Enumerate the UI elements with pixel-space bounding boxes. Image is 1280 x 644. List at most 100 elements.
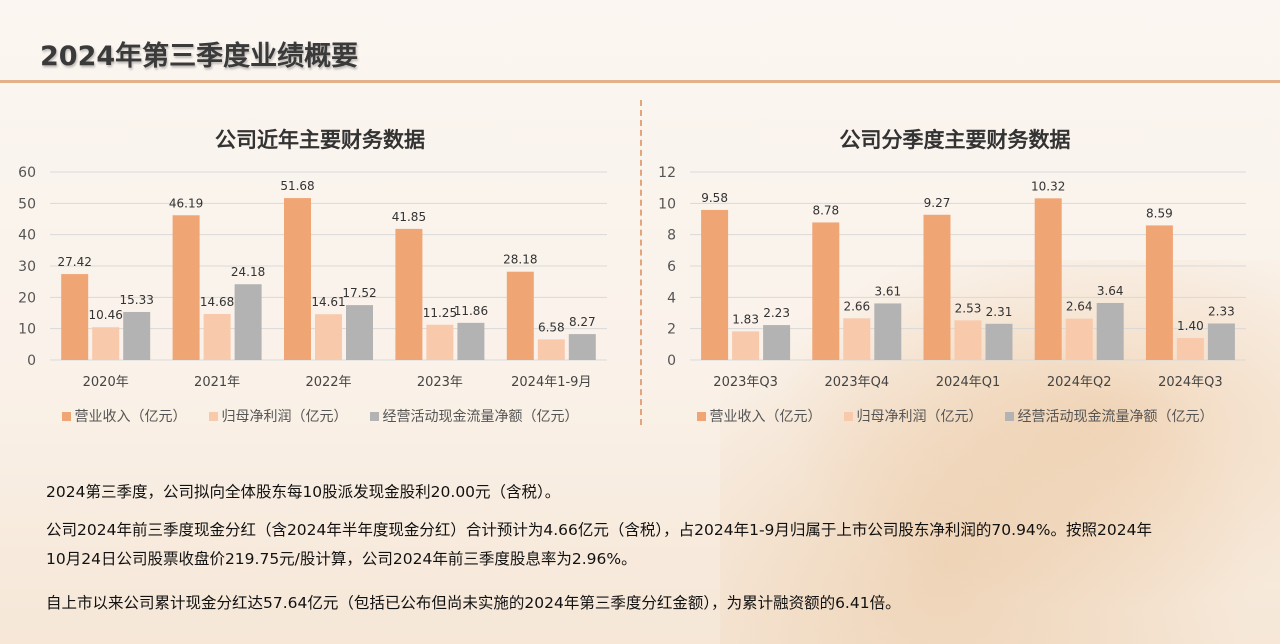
bar <box>1207 323 1235 360</box>
data-label: 10.32 <box>1031 179 1065 193</box>
legend-swatch-cashflow <box>1004 411 1014 421</box>
legend-label: 营业收入（亿元） <box>74 409 187 425</box>
dividend-paragraph: 2024第三季度，公司拟向全体股东每10股派发现金股利20.00元（含税）。 <box>46 483 561 501</box>
y-tick-label: 50 <box>18 196 36 212</box>
data-label: 2.23 <box>763 306 790 320</box>
chart-legend: 营业收入（亿元） 归母净利润（亿元） 经营活动现金流量净额（亿元） <box>10 406 630 426</box>
bar <box>457 322 485 360</box>
x-tick-label: 2024年1-9月 <box>511 375 591 390</box>
bar <box>172 215 200 360</box>
chart-legend: 营业收入（亿元） 归母净利润（亿元） 经营活动现金流量净额（亿元） <box>650 406 1260 426</box>
data-label: 9.27 <box>924 196 951 210</box>
data-label: 8.78 <box>812 203 839 217</box>
y-tick-label: 8 <box>667 228 676 244</box>
x-tick-label: 2024年Q2 <box>1047 375 1112 390</box>
y-tick-label: 4 <box>667 290 676 306</box>
bar <box>1034 198 1062 360</box>
data-label: 15.33 <box>120 293 154 307</box>
y-tick-label: 0 <box>667 353 676 369</box>
bar <box>1065 318 1093 360</box>
data-label: 6.58 <box>538 320 565 334</box>
data-label: 28.18 <box>503 253 537 267</box>
bar <box>812 222 840 360</box>
data-label: 1.83 <box>732 312 759 326</box>
legend-swatch-revenue <box>61 411 71 421</box>
chart-title: 公司分季度主要财务数据 <box>839 128 1071 152</box>
x-tick-label: 2021年 <box>194 375 240 390</box>
legend-item-profit: 归母净利润（亿元） <box>208 406 348 426</box>
y-tick-label: 10 <box>658 196 676 212</box>
legend-item-cashflow: 经营活动现金流量净额（亿元） <box>369 406 579 426</box>
bar <box>426 324 454 360</box>
bar <box>234 284 262 360</box>
title-divider <box>0 80 1280 83</box>
legend-item-revenue: 营业收入（亿元） <box>696 406 822 426</box>
annual-financials-chart: 公司近年主要财务数据 0 10 20 30 40 50 60 27.42 10.46 15.33 2… <box>10 110 630 440</box>
data-label: 10.46 <box>89 308 123 322</box>
x-tick-label: 2024年Q3 <box>1158 375 1223 390</box>
legend-label: 归母净利润（亿元） <box>856 409 983 425</box>
legend-swatch-revenue <box>696 411 706 421</box>
bar <box>1176 338 1204 360</box>
bar <box>61 274 89 360</box>
cumulative-dividend-paragraph: 自上市以来公司累计现金分红达57.64亿元（包括已公布但尚未实施的2024年第三… <box>46 594 901 612</box>
data-label: 1.40 <box>1177 319 1204 333</box>
y-tick-label: 30 <box>18 259 36 275</box>
legend-label: 营业收入（亿元） <box>709 409 822 425</box>
y-tick-label: 60 <box>18 165 36 181</box>
data-label: 9.58 <box>701 191 728 205</box>
legend-label: 经营活动现金流量净额（亿元） <box>382 409 579 425</box>
bar <box>346 305 373 360</box>
y-tick-label: 20 <box>18 290 36 306</box>
data-label: 17.52 <box>342 286 376 300</box>
data-label: 3.64 <box>1097 284 1124 298</box>
data-label: 11.86 <box>454 304 488 318</box>
x-tick-label: 2023年 <box>417 375 463 390</box>
data-label: 2.33 <box>1208 304 1235 318</box>
bar <box>537 339 565 360</box>
data-label: 3.61 <box>874 284 901 298</box>
bar <box>985 323 1013 360</box>
legend-swatch-cashflow <box>369 411 379 421</box>
bar <box>954 320 982 360</box>
bar <box>874 303 902 360</box>
page-title: 2024年第三季度业绩概要 <box>40 41 359 72</box>
data-label: 11.25 <box>423 306 457 320</box>
x-tick-label: 2022年 <box>305 375 351 390</box>
data-label: 2.53 <box>955 301 982 315</box>
bar <box>284 198 311 360</box>
y-tick-label: 10 <box>18 322 36 338</box>
x-tick-label: 2024年Q1 <box>936 375 1001 390</box>
data-label: 41.85 <box>392 210 426 224</box>
data-label: 2.31 <box>986 305 1013 319</box>
y-tick-label: 2 <box>667 322 676 338</box>
bar <box>568 334 596 360</box>
legend-item-revenue: 营业收入（亿元） <box>61 406 187 426</box>
payout-paragraph-line2: 10月24日公司股票收盘价219.75元/股计算，公司2024年前三季度股息率为… <box>46 550 637 568</box>
bar <box>732 331 760 360</box>
bar <box>395 228 423 360</box>
bar <box>923 214 951 360</box>
quarterly-financials-chart: 公司分季度主要财务数据 0 2 4 6 8 10 12 9.58 1.83 2.23 2023年Q3… <box>650 110 1260 440</box>
data-label: 8.27 <box>569 315 596 329</box>
x-tick-label: 2020年 <box>83 375 129 390</box>
chart-title: 公司近年主要财务数据 <box>215 128 425 152</box>
legend-label: 经营活动现金流量净额（亿元） <box>1017 409 1214 425</box>
y-tick-label: 0 <box>27 353 36 369</box>
bar <box>506 271 534 360</box>
data-label: 2.66 <box>843 299 870 313</box>
x-tick-label: 2023年Q4 <box>825 375 890 390</box>
legend-item-profit: 归母净利润（亿元） <box>843 406 983 426</box>
data-label: 27.42 <box>58 255 92 269</box>
data-label: 51.68 <box>280 179 314 193</box>
bar <box>315 314 342 360</box>
bar <box>763 325 791 360</box>
quarterly-financials-plot: 0 2 4 6 8 10 12 9.58 1.83 2.23 2023年Q3 8.78 2.66 3.61… <box>658 165 1246 390</box>
legend-item-cashflow: 经营活动现金流量净额（亿元） <box>1004 406 1214 426</box>
bar <box>1145 225 1173 360</box>
bar <box>203 314 231 360</box>
x-tick-label: 2023年Q3 <box>713 375 778 390</box>
y-tick-label: 12 <box>658 165 676 181</box>
data-label: 14.68 <box>200 295 234 309</box>
